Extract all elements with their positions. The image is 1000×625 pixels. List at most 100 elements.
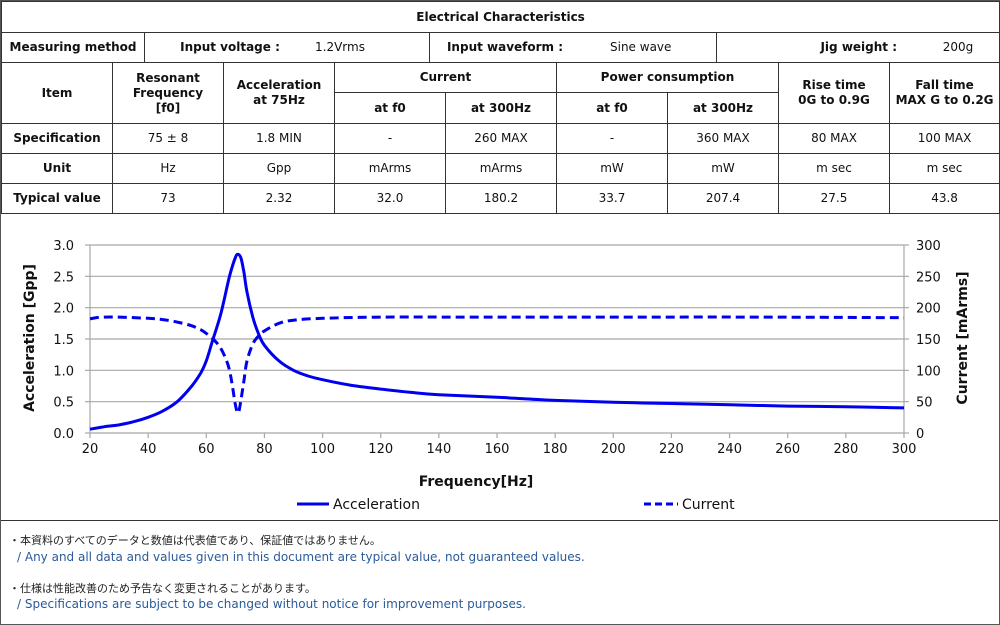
header-rise-time: Rise time 0G to 0.9G	[778, 62, 890, 124]
x-tick-label: 240	[717, 442, 742, 457]
x-tick-label: 40	[140, 442, 157, 457]
table-cell: 33.7	[556, 183, 668, 214]
table-cell: -	[556, 123, 668, 154]
x-tick-label: 180	[543, 442, 568, 457]
x-tick-label: 20	[82, 442, 99, 457]
table-row-specification: Specification 75 ± 8 1.8 MIN - 260 MAX -…	[1, 123, 1000, 154]
x-tick-label: 80	[256, 442, 273, 457]
table-cell: 2.32	[223, 183, 335, 214]
y-tick-label: 3.0	[53, 239, 74, 254]
table-cell: m sec	[778, 153, 890, 184]
header-item: Item	[1, 62, 113, 124]
measuring-method-label: Measuring method	[2, 33, 145, 62]
y2-tick-label: 50	[916, 396, 933, 411]
jig-weight-label: Jig weight :	[820, 40, 897, 54]
table-row-typical-value: Typical value 73 2.32 32.0 180.2 33.7 20…	[1, 183, 1000, 214]
y2-tick-label: 100	[916, 364, 941, 379]
table-cell: 360 MAX	[667, 123, 779, 154]
notes-section: ・本資料のすべてのデータと数値は代表値であり、保証値ではありません。 / Any…	[1, 520, 998, 624]
table-cell: mW	[556, 153, 668, 184]
y2-tick-label: 150	[916, 333, 941, 348]
table-cell: 80 MAX	[778, 123, 890, 154]
table-cell: mArms	[334, 153, 446, 184]
legend-acceleration-label: Acceleration	[333, 497, 420, 513]
input-voltage-value: 1.2Vrms	[315, 40, 365, 54]
subheader-power-f0: at f0	[556, 92, 668, 124]
header-resonant-line3: [f0]	[155, 100, 181, 115]
row-label: Specification	[1, 123, 113, 154]
table-cell: 27.5	[778, 183, 890, 214]
table-cell: 180.2	[445, 183, 557, 214]
x-tick-label: 220	[659, 442, 684, 457]
header-acceleration-line2: at 75Hz	[253, 93, 305, 107]
header-acceleration-line1: Acceleration	[236, 78, 322, 92]
x-tick-label: 160	[485, 442, 510, 457]
legend: Acceleration Current	[297, 497, 735, 513]
series-line-acceleration	[89, 252, 905, 431]
header-resonant-line1: Resonant	[136, 70, 200, 85]
note-1-jp: ・本資料のすべてのデータと数値は代表値であり、保証値ではありません。	[9, 534, 381, 547]
x-tick-label: 280	[833, 442, 858, 457]
table-cell: 75 ± 8	[112, 123, 224, 154]
header-resonant-frequency: Resonant Frequency [f0]	[112, 62, 224, 124]
table-row-unit: Unit Hz Gpp mArms mArms mW mW m sec m se…	[1, 153, 1000, 184]
row-label: Typical value	[1, 183, 113, 214]
header-fall-line1: Fall time	[915, 78, 974, 92]
header-rise-line1: Rise time	[802, 78, 866, 92]
row-label: Unit	[1, 153, 113, 184]
y2-tick-label: 250	[916, 270, 941, 285]
x-tick-label: 300	[892, 442, 917, 457]
header-fall-line2: MAX G to 0.2G	[895, 93, 994, 107]
x-tick-label: 200	[601, 442, 626, 457]
table-cell: 260 MAX	[445, 123, 557, 154]
y2-tick-label: 300	[916, 239, 941, 254]
note-2-en: / Specifications are subject to be chang…	[17, 597, 526, 611]
series-line-current	[89, 315, 905, 415]
y-tick-label: 2.5	[53, 270, 74, 285]
y2-axis-label: Current [mArms]	[955, 271, 971, 404]
x-axis-label: Frequency[Hz]	[419, 474, 534, 490]
y2-tick-label: 200	[916, 302, 941, 317]
table-cell: 43.8	[888, 183, 1000, 214]
legend-current-label: Current	[682, 497, 735, 513]
table-cell: mW	[667, 153, 779, 184]
note-2-jp: ・仕様は性能改善のため予告なく変更されることがあります。	[9, 582, 316, 595]
table-cell: Hz	[112, 153, 224, 184]
header-fall-time: Fall time MAX G to 0.2G	[888, 62, 1000, 124]
table-cell: 32.0	[334, 183, 446, 214]
y-tick-label: 0.0	[53, 427, 74, 442]
jig-weight-value: 200g	[942, 40, 974, 54]
subheader-current-f0: at f0	[334, 92, 446, 124]
header-current: Current	[334, 62, 557, 93]
subheader-current-300hz: at 300Hz	[445, 92, 557, 124]
header-rise-line2: 0G to 0.9G	[798, 93, 870, 107]
input-waveform-label: Input waveform :	[446, 40, 564, 54]
y-tick-label: 2.0	[53, 302, 74, 317]
x-tick-label: 260	[775, 442, 800, 457]
electrical-characteristics-table: Electrical Characteristics Measuring met…	[0, 1, 1000, 214]
header-resonant-line2: Frequency	[132, 85, 204, 100]
table-cell: -	[334, 123, 446, 154]
table-cell: 207.4	[667, 183, 779, 214]
x-tick-label: 140	[426, 442, 451, 457]
header-power: Power consumption	[556, 62, 779, 93]
y-tick-label: 1.5	[53, 333, 74, 348]
note-1-en: / Any and all data and values given in t…	[17, 550, 585, 564]
table-title: Electrical Characteristics	[0, 1, 1000, 33]
measuring-method-row: Measuring method Input voltage : 1.2Vrms…	[0, 32, 1000, 63]
subheader-power-300hz: at 300Hz	[667, 92, 779, 124]
table-cell: 73	[112, 183, 224, 214]
chart-area: 20 40 60 80 100 120 140 160 180 200 220 240 260 280 30…	[1, 215, 999, 520]
y-tick-label: 0.5	[53, 396, 74, 411]
table-cell: Gpp	[223, 153, 335, 184]
y-axis-label: Acceleration [Gpp]	[22, 264, 38, 412]
header-acceleration: Acceleration at 75Hz	[223, 62, 335, 124]
table-cell: mArms	[445, 153, 557, 184]
x-tick-label: 120	[368, 442, 393, 457]
table-cell: 100 MAX	[888, 123, 1000, 154]
frequency-response-chart: 20 40 60 80 100 120 140 160 180 200 220 240 260 280 30…	[22, 239, 971, 513]
table-cell: m sec	[888, 153, 1000, 184]
y-tick-label: 1.0	[53, 364, 74, 379]
table-cell: 1.8 MIN	[223, 123, 335, 154]
y2-tick-label: 0	[916, 427, 924, 442]
